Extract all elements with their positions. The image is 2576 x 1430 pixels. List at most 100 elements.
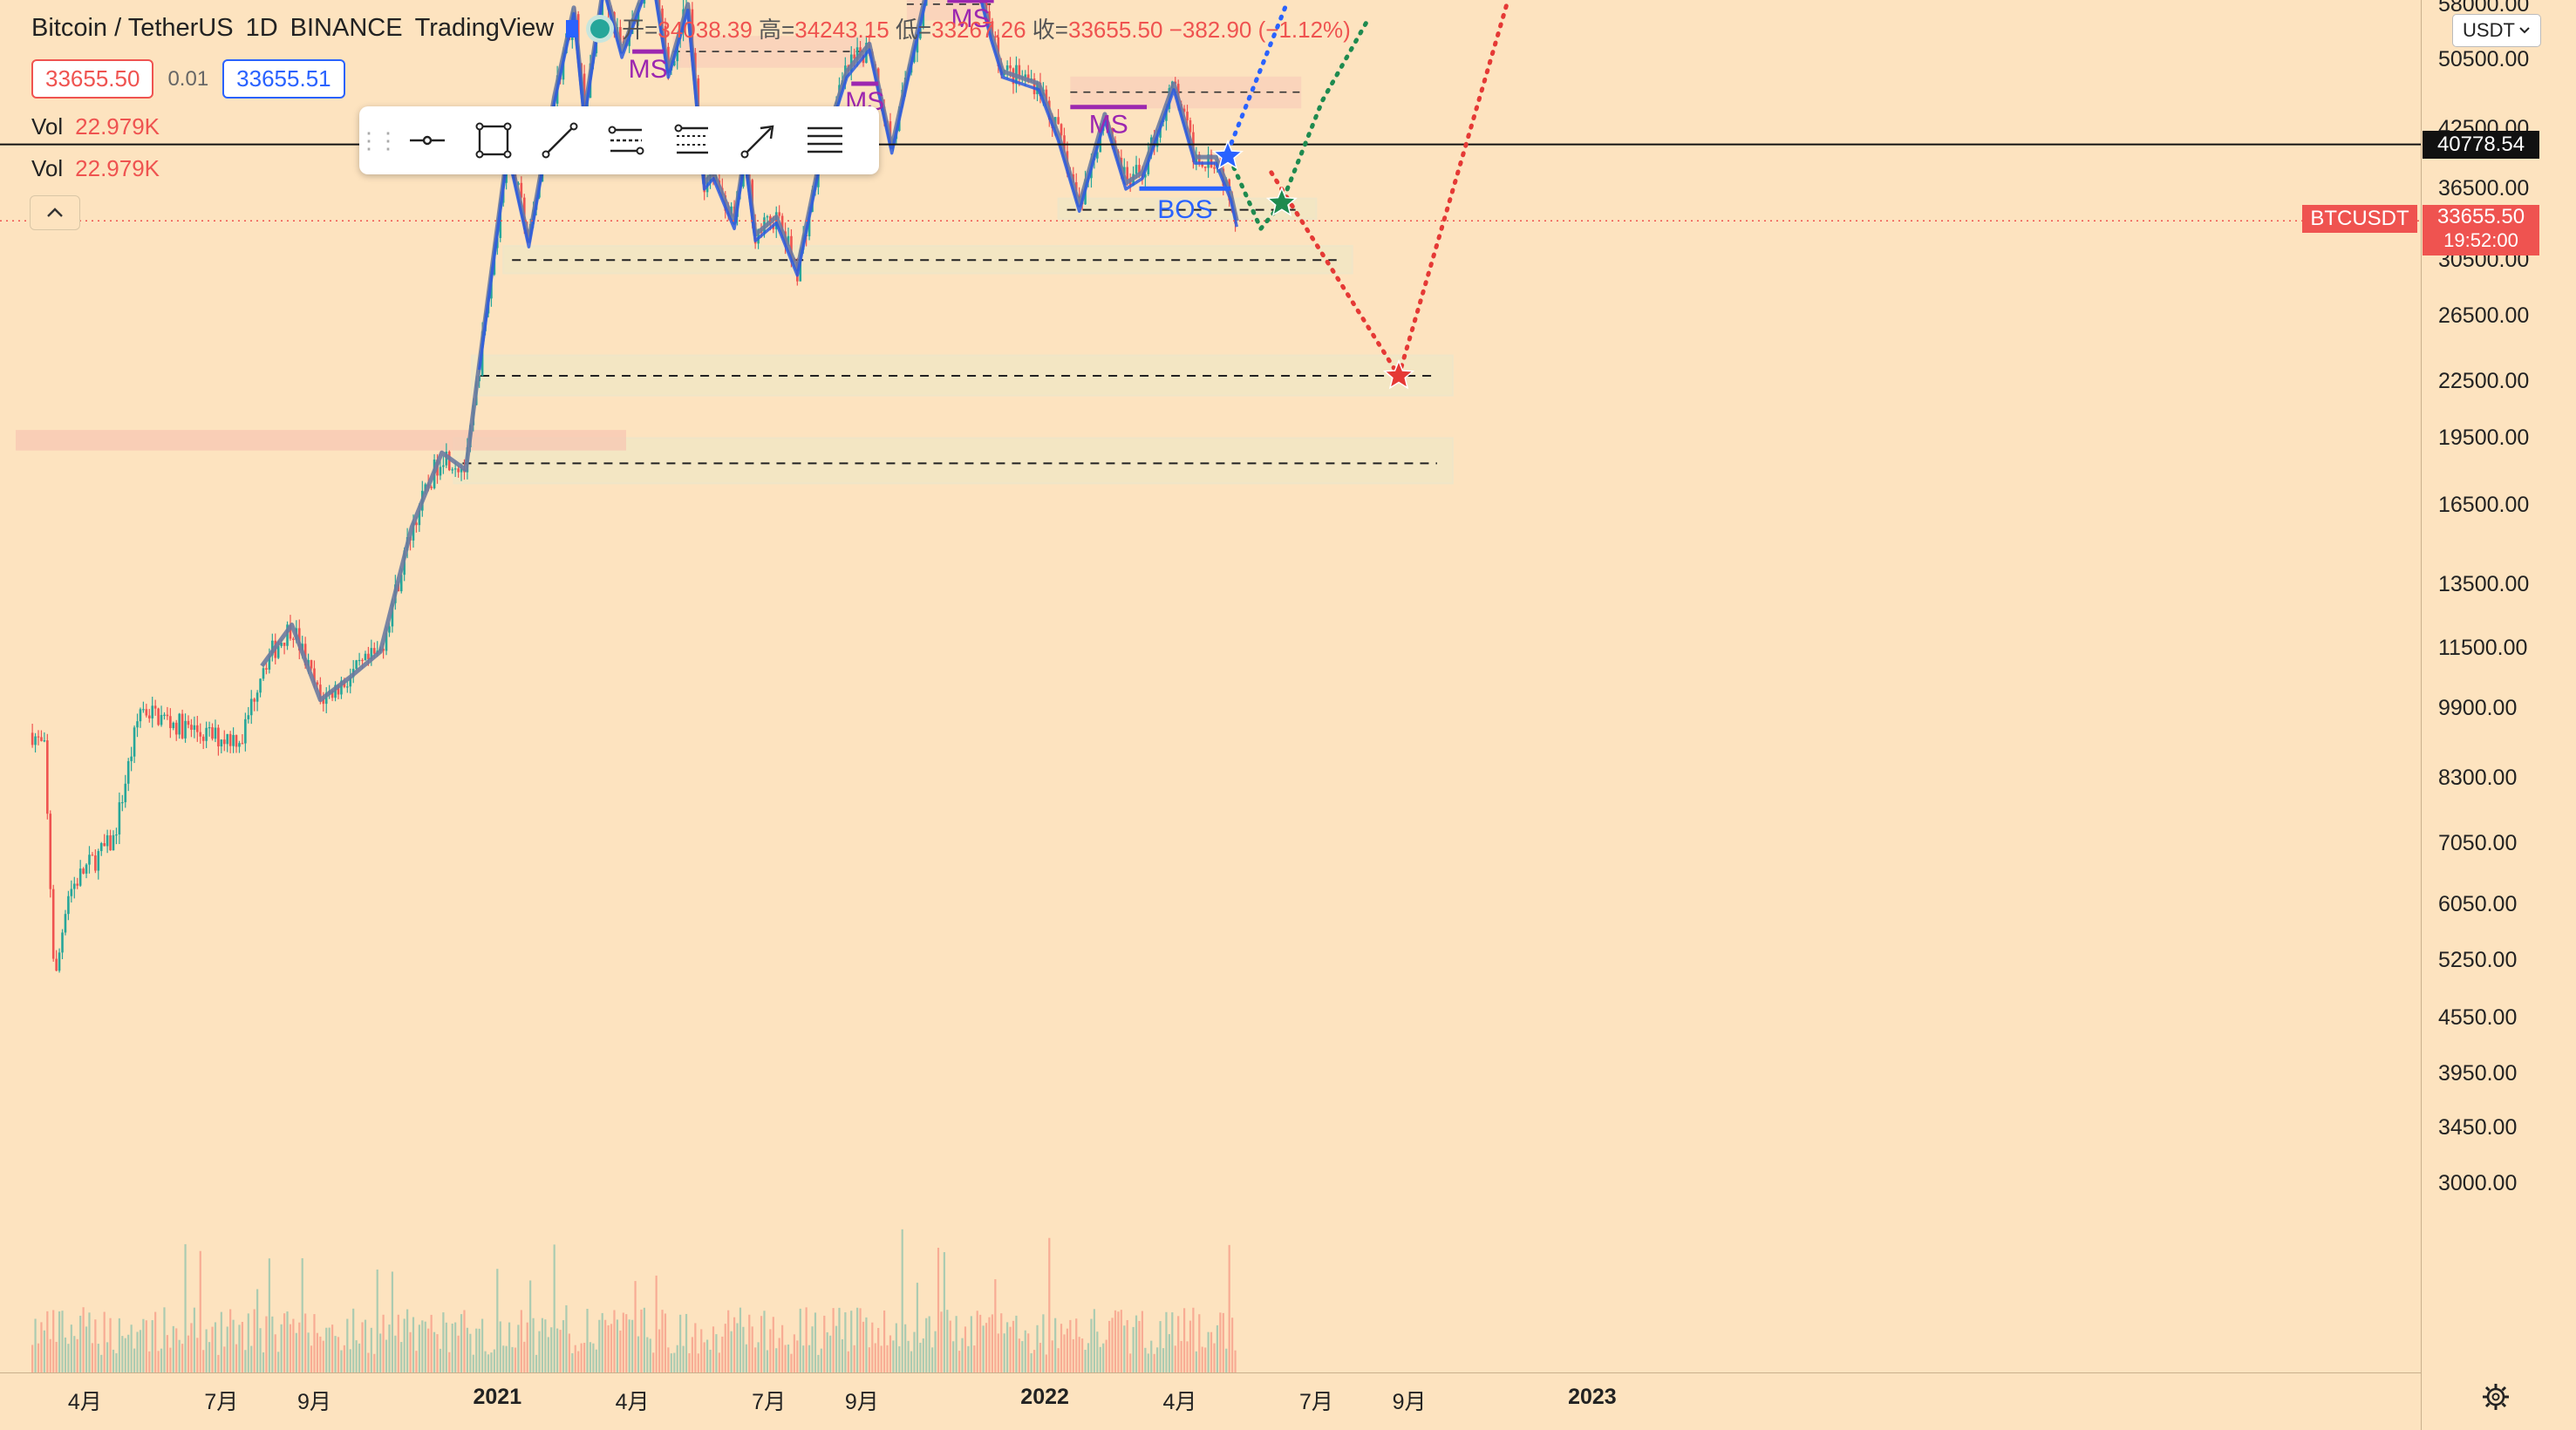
volume-bar: [232, 1319, 235, 1372]
volume-bar: [739, 1307, 742, 1372]
volume-bar: [439, 1348, 442, 1372]
horizontal-line-price-tag[interactable]: 40778.54: [2423, 130, 2539, 159]
volume-bar: [1015, 1315, 1018, 1372]
chevron-down-icon: [2519, 27, 2530, 34]
volume-bar: [691, 1337, 694, 1372]
candle-body: [1189, 119, 1192, 133]
fib-retracement-button[interactable]: [659, 106, 726, 174]
volume-bar: [1114, 1310, 1117, 1372]
interval-label[interactable]: 1D: [245, 14, 278, 42]
volume-bar: [58, 1311, 61, 1372]
candle-body: [118, 802, 121, 834]
volume-bar: [118, 1318, 120, 1372]
volume-bar: [997, 1333, 999, 1372]
volume-bar: [985, 1323, 988, 1372]
time-axis-label: 4月: [67, 1390, 102, 1414]
price-axis-label: 4550.00: [2438, 1004, 2518, 1030]
volume-bar: [184, 1243, 187, 1372]
arrow-button[interactable]: [726, 106, 792, 174]
volume-bar: [859, 1308, 862, 1372]
volume-bar: [190, 1323, 193, 1372]
volume-bar: [367, 1352, 370, 1372]
currency-selector[interactable]: USDT: [2452, 14, 2541, 47]
candle-body: [790, 235, 793, 258]
volume-bar: [1159, 1321, 1162, 1372]
volume-bar: [637, 1336, 640, 1372]
volume-bar: [49, 1338, 51, 1372]
horizontal-ray-button[interactable]: [394, 106, 460, 174]
collapse-legend-button[interactable]: [30, 195, 80, 230]
spread-value: 0.01: [167, 66, 209, 91]
volume-bar: [490, 1352, 493, 1372]
drag-handle-icon[interactable]: ⋮⋮: [358, 126, 399, 153]
volume-bar: [895, 1323, 897, 1372]
volume-bar: [1117, 1311, 1120, 1372]
volume-bar: [496, 1269, 499, 1372]
indicator-volume-2[interactable]: Vol 22.979K: [31, 155, 160, 182]
volume-bar: [688, 1352, 691, 1372]
volume-bar: [130, 1324, 133, 1372]
volume-bar: [1084, 1350, 1087, 1372]
last-price-value: 33655.50: [2436, 205, 2525, 229]
candle-body: [324, 692, 328, 705]
fib-retracement-icon: [674, 124, 708, 154]
gear-icon[interactable]: [2480, 1381, 2511, 1413]
candle-body: [34, 736, 37, 746]
candle-body: [1186, 112, 1189, 120]
volume-bar: [964, 1326, 967, 1372]
symbol-legend: Bitcoin / TetherUS 1D BINANCE TradingVie…: [31, 12, 1351, 44]
volume-bar: [1210, 1331, 1213, 1372]
candle-body: [919, 26, 922, 39]
volume-bar: [916, 1283, 919, 1372]
volume-bar: [634, 1281, 637, 1372]
volume-bar: [520, 1310, 522, 1372]
volume-bar: [979, 1314, 982, 1372]
volume-bar: [1000, 1313, 1003, 1372]
candle-body: [853, 54, 855, 59]
drawing-toolbar: ⋮⋮: [358, 106, 879, 174]
volume-bar: [682, 1345, 685, 1372]
volume-bar: [724, 1324, 726, 1372]
indicator-volume-1[interactable]: Vol 22.979K: [31, 113, 160, 140]
volume-bar: [1032, 1350, 1036, 1372]
buy-button[interactable]: 33655.51: [222, 59, 345, 99]
volume-bar: [1024, 1330, 1026, 1372]
trend-line-button[interactable]: [527, 106, 593, 174]
volume-bar: [1180, 1340, 1182, 1372]
supply-zone: [16, 430, 626, 451]
volume-bar: [205, 1329, 208, 1372]
candle-body: [334, 684, 337, 698]
volume-bar: [886, 1345, 889, 1372]
candle-body: [337, 684, 340, 695]
volume-bar: [253, 1309, 256, 1372]
sell-button[interactable]: 33655.50: [31, 59, 154, 99]
rectangle-button[interactable]: [460, 106, 527, 174]
candle-body: [130, 756, 133, 761]
parallel-channel-button[interactable]: [593, 106, 659, 174]
price-axis-label: 50500.00: [2438, 47, 2530, 72]
candle-body: [916, 38, 919, 53]
volume-bar: [709, 1349, 712, 1372]
last-price-tag[interactable]: 33655.50 19:52:00: [2423, 205, 2539, 256]
volume-bar: [85, 1326, 88, 1372]
candle-body: [94, 855, 97, 871]
symbol-name[interactable]: Bitcoin / TetherUS: [31, 14, 234, 42]
flag-icon[interactable]: [566, 19, 579, 37]
volume-bar: [556, 1328, 559, 1372]
volume-bar: [241, 1322, 244, 1372]
horizontal-lines-button[interactable]: [792, 106, 858, 174]
volume-bar: [1042, 1314, 1045, 1372]
volume-bar: [1168, 1334, 1170, 1372]
volume-bar: [418, 1324, 420, 1372]
volume-bar: [1105, 1339, 1107, 1372]
candle-body: [88, 855, 91, 865]
volume-bar: [1132, 1326, 1135, 1372]
candle-body: [316, 682, 319, 685]
volume-bar: [829, 1335, 832, 1372]
volume-bar: [931, 1347, 934, 1372]
volume-bar: [937, 1247, 940, 1372]
volume-bar: [907, 1340, 910, 1372]
volume-bar: [127, 1334, 130, 1372]
